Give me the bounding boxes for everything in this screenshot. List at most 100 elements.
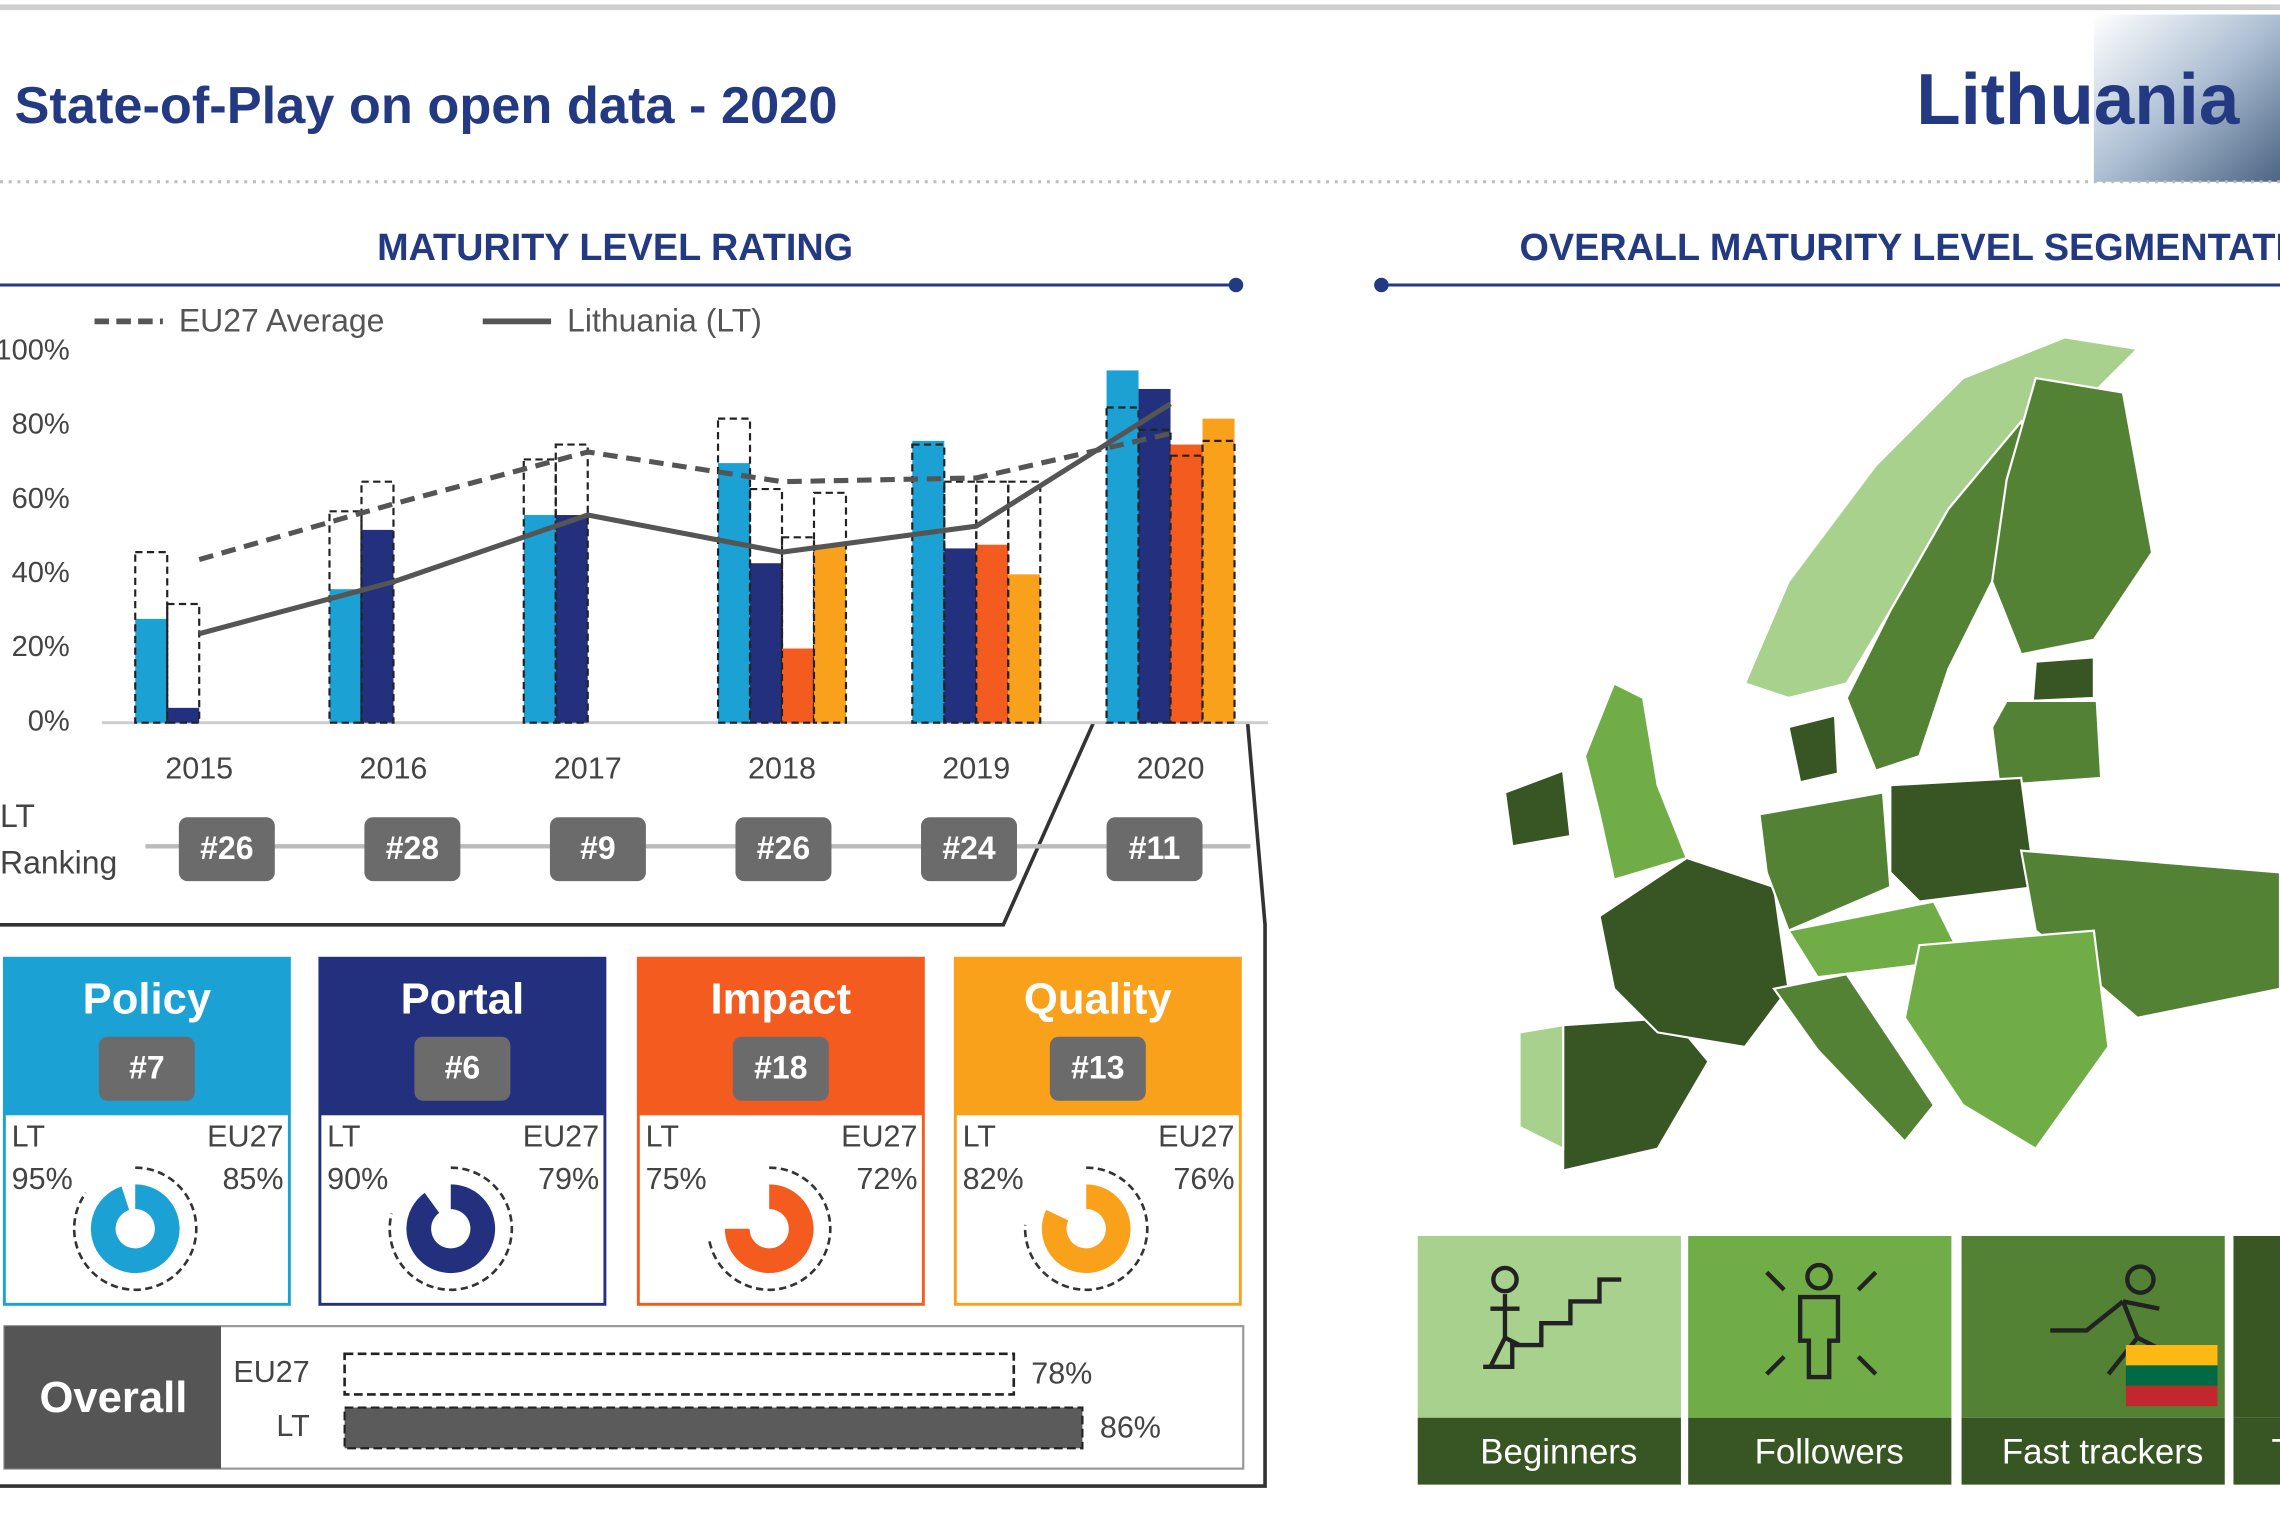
donut-reference-arc — [707, 1166, 832, 1292]
section-title: MATURITY LEVEL RATING — [377, 227, 853, 269]
bar — [135, 618, 168, 723]
x-tick-label: 2019 — [942, 752, 1010, 786]
y-tick-label: 80% — [12, 409, 70, 441]
map-region — [1518, 1023, 1565, 1151]
callout-frame — [0, 721, 1267, 1488]
rank-badge — [732, 1036, 829, 1101]
rank-text: #7 — [129, 1050, 165, 1086]
donut-arc — [406, 1184, 496, 1274]
scorecard-label: LT — [646, 1120, 679, 1154]
page-title: State-of-Play on open data - 2020 — [15, 77, 838, 135]
bar — [1008, 574, 1041, 723]
bar — [361, 529, 394, 723]
rank-badge — [921, 817, 1017, 882]
value-label: 86% — [1100, 1410, 1161, 1444]
x-tick-label: 2020 — [1137, 752, 1205, 786]
map-region — [1990, 699, 2103, 787]
value-label: 75% — [646, 1162, 707, 1196]
bar — [523, 515, 556, 723]
map-region — [1787, 714, 1840, 784]
donut-arc — [724, 1184, 814, 1274]
value-label: 78% — [1031, 1357, 1092, 1391]
x-tick-label: 2017 — [554, 752, 622, 786]
segment-label-bg — [1961, 1417, 2225, 1485]
ranking-label: LT — [0, 798, 35, 834]
map-region — [1583, 681, 1689, 882]
rank-text: #13 — [1071, 1050, 1124, 1086]
map-region — [1990, 376, 2154, 656]
value-label: 76% — [1173, 1162, 1234, 1196]
map-region — [2019, 849, 2280, 1020]
scorecard-label: EU27 — [207, 1120, 283, 1154]
value-label: 79% — [538, 1162, 599, 1196]
y-tick-label: 20% — [12, 631, 70, 663]
value-label: 82% — [963, 1162, 1024, 1196]
segment-label: Fast trackers — [2002, 1432, 2204, 1471]
value-label: 90% — [327, 1162, 388, 1196]
segment-label-bg — [2233, 1417, 2280, 1485]
bar-category: EU27 — [233, 1355, 309, 1389]
rank-badge — [1049, 1036, 1146, 1101]
value-label: 95% — [12, 1162, 73, 1196]
rank-badge — [98, 1036, 195, 1101]
map-region — [1889, 776, 2037, 903]
map-region — [1772, 973, 1936, 1144]
rank-text: #6 — [445, 1050, 481, 1086]
donut-reference-arc — [388, 1166, 514, 1292]
scorecard-label: EU27 — [1158, 1120, 1234, 1154]
scorecard-label: LT — [963, 1120, 996, 1154]
rule-dot — [1228, 277, 1244, 293]
eu27-bar-outline — [716, 417, 752, 724]
donut-arc — [90, 1184, 180, 1273]
rank-text: #9 — [580, 830, 616, 866]
bar — [555, 515, 588, 723]
eu27-bar-outline — [554, 443, 589, 724]
scorecard-title: Policy — [83, 975, 212, 1023]
overall-bar — [343, 1406, 1084, 1450]
donut-reference-arc — [72, 1166, 198, 1292]
line-series — [198, 401, 1172, 637]
rank-badge — [364, 817, 461, 882]
scorecard-label: EU27 — [841, 1120, 917, 1154]
country-title: Lithuania — [1916, 59, 2240, 140]
bar — [912, 440, 945, 723]
rank-badge — [735, 817, 832, 882]
flag-stripe — [2125, 1365, 2218, 1386]
bar — [718, 463, 751, 723]
map-region — [1903, 929, 2110, 1151]
segment-label: Beginners — [1480, 1432, 1637, 1471]
bar — [944, 548, 977, 723]
eu27-bar-outline — [1201, 439, 1236, 724]
legend-label: EU27 Average — [179, 302, 385, 338]
segment-label-bg — [1688, 1417, 1952, 1485]
flag-stripe — [2125, 1345, 2218, 1366]
value-label: 85% — [222, 1162, 283, 1196]
bar — [1106, 370, 1139, 723]
section-title: OVERALL MATURITY LEVEL SEGMENTATION — [1520, 227, 2280, 269]
line-series — [198, 430, 1172, 562]
rank-badge — [178, 817, 275, 882]
scorecard-label: LT — [327, 1120, 360, 1154]
map-region — [1503, 769, 1572, 848]
runner-icon — [2050, 1299, 2168, 1376]
eu27-bar-outline — [812, 491, 848, 724]
eu27-bar-outline — [328, 510, 363, 724]
stairs-icon — [1483, 1277, 1622, 1370]
map-region — [1758, 791, 1892, 933]
eu27-bar-outline — [360, 480, 395, 724]
overall-title: Overall — [39, 1374, 187, 1422]
rank-text: #18 — [754, 1050, 807, 1086]
rank-text: #28 — [386, 830, 439, 866]
x-tick-label: 2015 — [165, 752, 233, 786]
segment-tile — [2233, 1235, 2280, 1418]
legend-label: Lithuania (LT) — [567, 302, 762, 338]
bar — [1170, 444, 1203, 723]
rank-text: #26 — [757, 830, 810, 866]
bar — [813, 544, 846, 723]
y-tick-label: 100% — [0, 335, 70, 367]
x-tick-label: 2016 — [360, 752, 428, 786]
segment-label: Followers — [1755, 1432, 1904, 1471]
flag-stripe — [2125, 1385, 2218, 1407]
bar — [329, 589, 362, 723]
